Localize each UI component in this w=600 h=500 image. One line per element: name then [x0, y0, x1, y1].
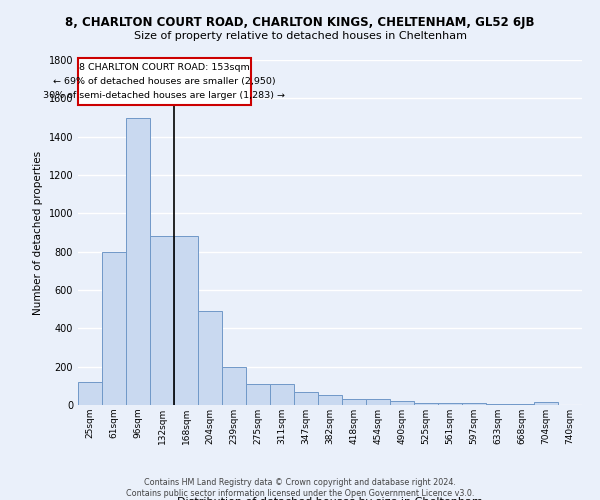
Bar [342, 399, 366, 405]
X-axis label: Distribution of detached houses by size in Cheltenham: Distribution of detached houses by size … [177, 497, 483, 500]
Bar [486, 404, 510, 405]
FancyBboxPatch shape [78, 58, 251, 105]
Bar [294, 392, 318, 405]
Bar [414, 403, 438, 405]
Bar [270, 384, 294, 405]
Bar [126, 118, 150, 405]
Bar [222, 366, 246, 405]
Bar [198, 311, 222, 405]
Bar [78, 382, 102, 405]
Bar [510, 404, 534, 405]
Bar [102, 252, 126, 405]
Bar [318, 396, 342, 405]
Bar [462, 403, 486, 405]
Bar [534, 402, 558, 405]
Bar [246, 384, 270, 405]
Text: 8, CHARLTON COURT ROAD, CHARLTON KINGS, CHELTENHAM, GL52 6JB: 8, CHARLTON COURT ROAD, CHARLTON KINGS, … [65, 16, 535, 29]
Bar [390, 401, 414, 405]
Text: Contains HM Land Registry data © Crown copyright and database right 2024.
Contai: Contains HM Land Registry data © Crown c… [126, 478, 474, 498]
Y-axis label: Number of detached properties: Number of detached properties [33, 150, 43, 314]
Bar [150, 236, 174, 405]
Text: Size of property relative to detached houses in Cheltenham: Size of property relative to detached ho… [133, 31, 467, 41]
Bar [174, 236, 198, 405]
Text: 8 CHARLTON COURT ROAD: 153sqm
← 69% of detached houses are smaller (2,950)
30% o: 8 CHARLTON COURT ROAD: 153sqm ← 69% of d… [43, 63, 286, 100]
Bar [438, 403, 462, 405]
Bar [366, 399, 390, 405]
